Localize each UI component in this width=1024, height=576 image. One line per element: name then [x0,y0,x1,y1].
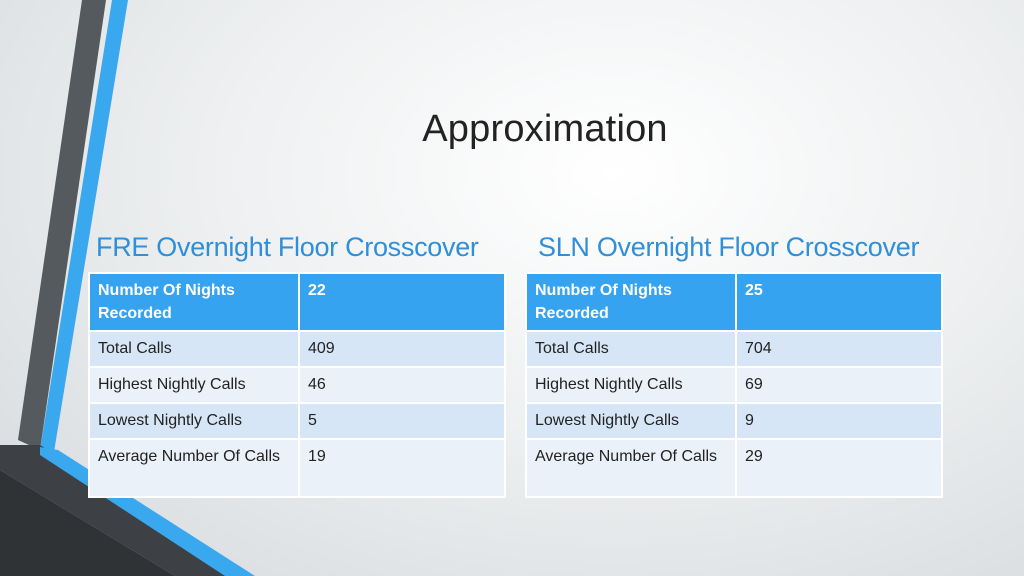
table-row: Lowest Nightly Calls 5 [88,402,506,440]
table-row: Highest Nightly Calls 69 [525,366,943,404]
row-value: 22 [298,272,506,332]
row-label: Total Calls [525,330,737,368]
row-value: 19 [298,438,506,498]
decor-bottom-wedge [0,470,175,576]
row-label: Highest Nightly Calls [88,366,300,404]
row-label: Total Calls [88,330,300,368]
table-row: Highest Nightly Calls 46 [88,366,506,404]
row-label: Lowest Nightly Calls [525,402,737,440]
decor-blue-stripe [40,0,128,452]
table-row: Number Of Nights Recorded 25 [525,272,943,332]
row-value: 5 [298,402,506,440]
row-value: 25 [735,272,943,332]
row-label: Average Number Of Calls [88,438,300,498]
table-row: Number Of Nights Recorded 22 [88,272,506,332]
table-row: Average Number Of Calls 29 [525,438,943,498]
table-row: Average Number Of Calls 19 [88,438,506,498]
table-row: Lowest Nightly Calls 9 [525,402,943,440]
row-value: 29 [735,438,943,498]
table-row: Total Calls 704 [525,330,943,368]
row-value: 704 [735,330,943,368]
row-value: 69 [735,366,943,404]
row-label: Highest Nightly Calls [525,366,737,404]
slide-title: Approximation [422,108,668,150]
row-label: Average Number Of Calls [525,438,737,498]
row-value: 409 [298,330,506,368]
row-value: 9 [735,402,943,440]
fre-table-heading: FRE Overnight Floor Crosscover [96,232,479,262]
decor-gray-stripe [18,0,106,450]
row-label: Number Of Nights Recorded [525,272,737,332]
table-row: Total Calls 409 [88,330,506,368]
row-label: Lowest Nightly Calls [88,402,300,440]
sln-stats-table: Number Of Nights Recorded 25 Total Calls… [525,272,943,498]
row-label: Number Of Nights Recorded [88,272,300,332]
fre-stats-table: Number Of Nights Recorded 22 Total Calls… [88,272,506,498]
sln-table-heading: SLN Overnight Floor Crosscover [538,232,920,262]
row-value: 46 [298,366,506,404]
